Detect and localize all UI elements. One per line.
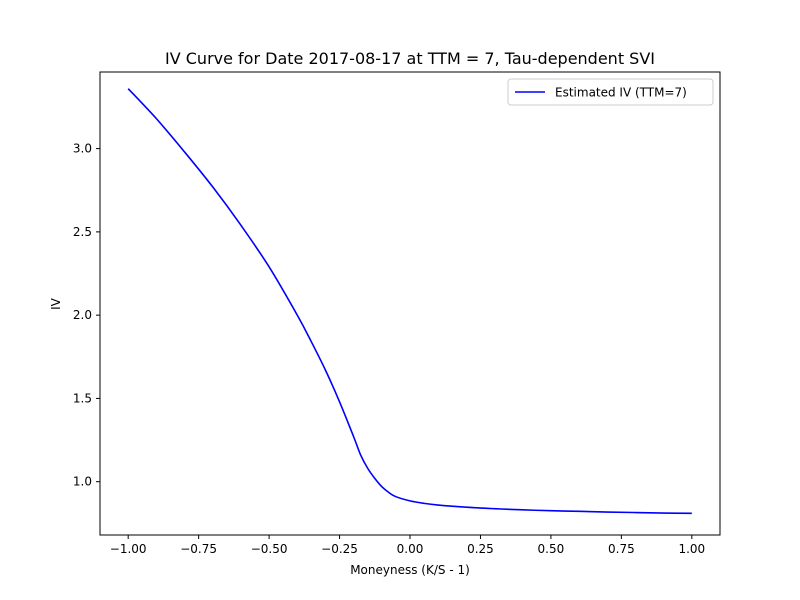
y-axis-ticks: 1.0 1.5 2.0 2.5 3.0 [73,142,100,489]
y-tick-label: 1.5 [73,391,92,405]
x-tick-label: −0.75 [180,542,217,556]
x-axis-label: Moneyness (K/S - 1) [350,563,470,577]
x-tick-label: 1.00 [678,542,705,556]
x-tick-label: −0.25 [321,542,358,556]
y-tick-label: 2.5 [73,225,92,239]
y-axis-label: IV [49,297,63,310]
series-line-0 [127,88,692,515]
x-tick-label: 0.00 [397,542,424,556]
x-tick-label: −1.00 [110,542,147,556]
x-tick-label: 0.25 [467,542,494,556]
y-tick-label: 3.0 [73,142,92,156]
x-tick-label: 0.75 [608,542,635,556]
legend-box [507,78,714,106]
chart-title: IV Curve for Date 2017-08-17 at TTM = 7,… [165,49,655,68]
x-axis-ticks: −1.00 −0.75 −0.50 −0.25 0.00 0.25 0.50 0.75 1.00 [110,535,705,556]
y-tick-label: 2.0 [73,308,92,322]
x-tick-label: −0.50 [251,542,288,556]
legend: Estimated IV (TTM=7) [507,78,714,106]
x-tick-label: 0.50 [538,542,565,556]
y-tick-label: 1.0 [73,475,92,489]
legend-entry-label: Estimated IV (TTM=7) [555,86,687,100]
series-layer [127,88,692,515]
